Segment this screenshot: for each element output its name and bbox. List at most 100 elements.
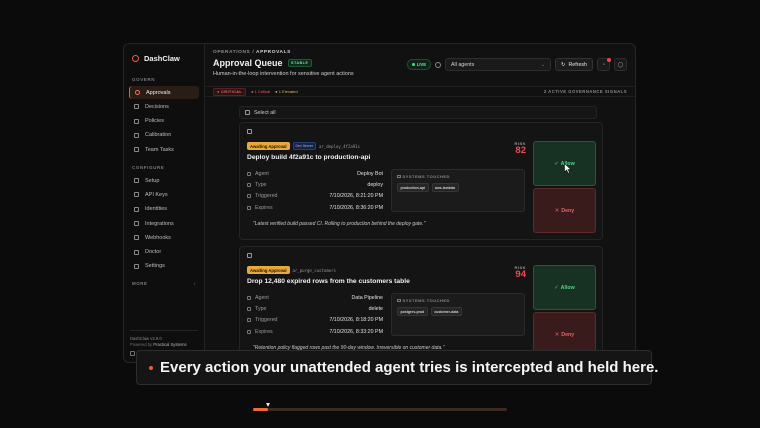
powered-by: Powered by Practical Systems — [130, 342, 198, 347]
sidebar-more-toggle[interactable]: MORE › — [132, 281, 196, 286]
webhooks-icon — [134, 235, 139, 241]
sidebar-item-label: Team Tasks — [145, 146, 174, 153]
select-all-label: Select all — [254, 109, 276, 116]
powered-by-link[interactable]: Practical Systems — [153, 342, 187, 347]
mouse-cursor-icon — [564, 163, 572, 174]
powered-prefix: Powered by — [130, 342, 153, 347]
systems-icon — [397, 174, 401, 179]
expires-icon — [247, 329, 251, 334]
detail-key: Agent — [255, 294, 269, 301]
caption-text: Every action your unattended agent tries… — [160, 359, 659, 376]
user-menu-button[interactable]: ◯ — [614, 58, 627, 71]
detail-value: Data Pipeline — [351, 294, 383, 301]
approval-card: Awaiting Approval ar_purge_customers Dro… — [239, 246, 603, 362]
sidebar-item-label: Integrations — [145, 220, 174, 227]
stable-badge: STABLE — [287, 59, 312, 67]
brand-name: DashClaw — [144, 54, 180, 63]
governance-signals[interactable]: 2 ACTIVE GOVERNANCE SIGNALS — [543, 89, 627, 94]
select-all-checkbox[interactable] — [245, 110, 250, 115]
sidebar-item-settings[interactable]: Settings — [129, 260, 199, 273]
sidebar-item-label: Webhooks — [145, 234, 171, 241]
agent-icon — [247, 295, 251, 300]
playhead-marker[interactable] — [265, 403, 270, 407]
detail-list: Agent Deploy Bot Type deploy Triggered 7… — [247, 168, 383, 213]
refresh-button[interactable]: ↻ Refresh — [555, 58, 593, 71]
playback-progress-bar[interactable] — [253, 403, 507, 411]
sidebar-item-identities[interactable]: Identities — [129, 203, 199, 216]
detail-row: Expires 7/10/2026, 8:33:20 PM — [247, 326, 383, 337]
detail-row: Type delete — [247, 303, 383, 314]
detail-value: 7/10/2026, 8:21:20 PM — [329, 193, 383, 200]
app-window: DashClaw GOVERN Approvals Decisions Polici… — [123, 43, 636, 363]
integrations-icon — [134, 221, 139, 227]
breadcrumb-root[interactable]: OPERATIONS — [213, 50, 251, 55]
detail-key: Triggered — [255, 193, 278, 200]
approvals-icon — [135, 90, 140, 95]
sidebar-item-policies[interactable]: Policies — [129, 115, 199, 128]
sidebar-item-api-keys[interactable]: API Keys — [129, 188, 199, 201]
risk-score: RISK 94 — [511, 265, 526, 280]
detail-row: Agent Deploy Bot — [247, 168, 383, 179]
header-controls: LIVE All agents ⌄ ↻ Refresh ◔ ◯ — [407, 57, 627, 71]
allow-button[interactable]: ✓ Allow — [533, 265, 596, 310]
sidebar-item-calibration[interactable]: Calibration — [129, 129, 199, 142]
sidebar-item-approvals[interactable]: Approvals — [129, 86, 199, 99]
request-id: ar_deploy_4f2a91c — [319, 143, 360, 149]
section-label-configure: CONFIGURE — [132, 165, 165, 171]
sidebar-item-label: Setup — [145, 177, 160, 184]
detail-key: Expires — [255, 204, 273, 211]
sidebar-item-label: Policies — [145, 118, 164, 125]
doctor-icon — [134, 249, 139, 255]
select-all-row[interactable]: Select all — [239, 106, 597, 119]
type-icon — [247, 182, 251, 187]
sidebar-item-label: Identities — [145, 206, 168, 213]
detail-row: Type deploy — [247, 179, 383, 190]
caption-bullet — [149, 365, 153, 370]
system-chip: production-api — [397, 183, 429, 192]
setup-icon — [134, 178, 139, 184]
detail-value: deploy — [367, 181, 383, 188]
request-id: ar_purge_customers — [292, 267, 336, 273]
close-icon: ✕ — [554, 331, 560, 338]
sidebar-item-decisions[interactable]: Decisions — [129, 100, 199, 113]
deny-button[interactable]: ✕ Deny — [533, 188, 596, 233]
critical-badge: ● CRITICAL — [213, 87, 247, 96]
card-checkbox[interactable] — [247, 129, 252, 134]
notifications-button[interactable]: ◔ — [597, 57, 611, 71]
agent-icon — [247, 171, 251, 176]
collapse-sidebar-icon[interactable] — [130, 351, 135, 356]
systems-label: SYSTEMS TOUCHED — [402, 298, 450, 303]
approval-card: Awaiting Approval Dev Server ar_deploy_4… — [239, 122, 603, 240]
check-icon: ✓ — [554, 284, 559, 291]
detail-value: 7/10/2026, 8:18:20 PM — [329, 317, 383, 324]
decisions-icon — [134, 104, 139, 110]
sidebar-item-doctor[interactable]: Doctor — [129, 246, 199, 259]
key-icon — [134, 192, 139, 198]
approval-note: "Retention policy flagged rows past the … — [253, 345, 445, 351]
team-tasks-icon — [134, 147, 139, 153]
detail-key: Expires — [255, 328, 273, 335]
detail-row: Expires 7/10/2026, 8:36:20 PM — [247, 202, 383, 213]
main-content: OPERATIONS / APPROVALS Approval Queue ST… — [205, 44, 635, 362]
risk-score: RISK 82 — [511, 141, 526, 156]
sidebar-item-setup[interactable]: Setup — [129, 174, 199, 187]
card-checkbox[interactable] — [247, 253, 252, 258]
system-chip: aws-lambda — [431, 183, 459, 192]
calibration-icon — [134, 132, 139, 138]
deny-label: Deny — [561, 331, 575, 338]
detail-value: 7/10/2026, 8:33:20 PM — [329, 328, 383, 335]
sidebar-item-team-tasks[interactable]: Team Tasks — [129, 143, 199, 156]
role-badge: Dev Server — [292, 142, 317, 150]
user-icon: ◯ — [617, 61, 624, 68]
agent-select-value: All agents — [451, 61, 475, 68]
agent-select[interactable]: All agents ⌄ — [445, 58, 551, 71]
risk-value: 82 — [515, 145, 526, 156]
sidebar-item-label: Doctor — [145, 249, 162, 256]
detail-value: delete — [368, 305, 383, 312]
sidebar-item-integrations[interactable]: Integrations — [129, 217, 199, 230]
sidebar-item-label: Approvals — [146, 89, 171, 96]
close-icon: ✕ — [554, 207, 560, 214]
refresh-label: Refresh — [568, 61, 587, 68]
brand[interactable]: DashClaw — [129, 52, 199, 71]
sidebar-item-webhooks[interactable]: Webhooks — [129, 231, 199, 244]
